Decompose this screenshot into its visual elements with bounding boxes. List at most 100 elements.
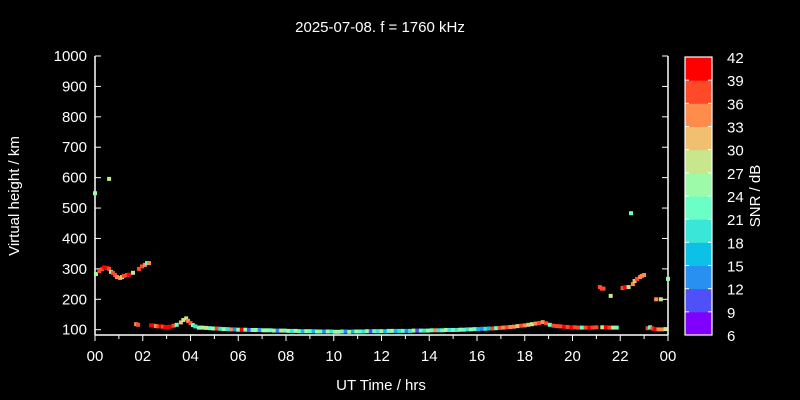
data-point — [515, 324, 520, 329]
data-point — [415, 328, 420, 333]
x-tick-label: 00 — [660, 348, 677, 365]
data-point — [654, 297, 659, 302]
data-point — [483, 326, 488, 331]
data-point — [529, 322, 534, 327]
data-point — [236, 327, 241, 332]
data-point — [225, 327, 230, 332]
data-point — [632, 279, 637, 283]
y-tick-label: 300 — [62, 261, 87, 278]
data-point — [472, 327, 477, 332]
data-point — [102, 265, 107, 270]
data-point — [211, 326, 216, 331]
x-tick-label: 16 — [469, 348, 486, 365]
data-point — [386, 328, 391, 333]
data-point — [365, 329, 370, 334]
data-point — [190, 323, 195, 328]
data-point — [497, 325, 502, 330]
colorbar-tick-label: 24 — [727, 189, 744, 206]
colorbar-bin — [685, 80, 712, 104]
data-point — [603, 325, 608, 330]
data-point — [648, 325, 653, 330]
data-point — [576, 325, 581, 330]
data-point — [397, 328, 402, 333]
data-point — [461, 327, 466, 332]
data-point — [590, 325, 595, 330]
data-point — [218, 326, 223, 331]
data-point — [207, 326, 212, 331]
data-point — [93, 191, 97, 196]
data-point — [336, 329, 341, 334]
data-point — [551, 323, 556, 328]
data-point — [293, 328, 298, 333]
data-point — [151, 323, 156, 328]
colorbar-tick-label: 39 — [727, 73, 744, 90]
data-point — [110, 270, 115, 275]
data-point — [444, 328, 448, 332]
data-point — [121, 273, 126, 278]
data-point — [264, 328, 269, 333]
data-point — [411, 328, 416, 333]
data-point — [600, 325, 605, 330]
data-point — [537, 321, 542, 325]
data-point — [99, 267, 104, 272]
data-point — [629, 211, 633, 216]
data-point — [140, 264, 144, 269]
colorbar-bin — [685, 219, 712, 243]
data-point — [261, 328, 266, 333]
data-point — [204, 325, 208, 330]
data-point — [383, 329, 388, 334]
data-point — [329, 329, 334, 334]
data-point — [229, 327, 234, 332]
y-tick-label: 100 — [62, 322, 87, 339]
data-point — [447, 328, 452, 332]
data-point — [275, 328, 280, 333]
y-tick-label: 800 — [62, 109, 87, 126]
y-tick-label: 500 — [62, 200, 87, 217]
data-point — [601, 286, 606, 291]
data-point — [433, 328, 438, 333]
y-tick-label: 700 — [62, 139, 87, 156]
data-point — [666, 276, 670, 281]
data-point — [126, 272, 131, 277]
data-point — [232, 327, 237, 332]
data-point — [214, 326, 219, 331]
x-tick-label: 00 — [87, 348, 104, 365]
colorbar-bin — [685, 288, 712, 313]
data-point — [250, 328, 255, 332]
data-point — [113, 273, 118, 277]
data-point — [408, 328, 413, 333]
data-point — [247, 328, 251, 332]
data-point — [163, 325, 168, 329]
data-point — [343, 329, 348, 334]
colorbar-bin — [685, 149, 712, 174]
data-point — [562, 324, 567, 329]
colorbar-bin — [685, 103, 712, 127]
colorbar-bin — [685, 311, 712, 336]
data-point — [156, 324, 161, 329]
data-point — [429, 328, 434, 333]
data-point — [404, 328, 409, 333]
data-point — [583, 325, 588, 330]
data-point — [558, 324, 563, 329]
data-point — [451, 328, 456, 332]
data-point — [147, 261, 151, 266]
data-point — [136, 266, 141, 271]
data-point — [650, 326, 655, 331]
x-axis-label: UT Time / hrs — [336, 377, 426, 394]
colorbar-label: SNR / dB — [747, 165, 764, 228]
data-point — [318, 329, 323, 334]
data-point — [279, 328, 284, 333]
data-point — [572, 325, 577, 330]
data-point — [569, 325, 574, 330]
data-point — [354, 329, 359, 334]
colorbar-tick-label: 15 — [727, 259, 744, 276]
data-point — [193, 324, 198, 329]
colorbar-bin — [685, 265, 712, 290]
data-point — [136, 322, 140, 327]
data-point — [418, 328, 423, 333]
data-point — [304, 329, 309, 334]
data-point — [107, 176, 112, 181]
data-point — [469, 327, 473, 332]
data-point — [490, 326, 495, 331]
data-point — [368, 329, 373, 334]
